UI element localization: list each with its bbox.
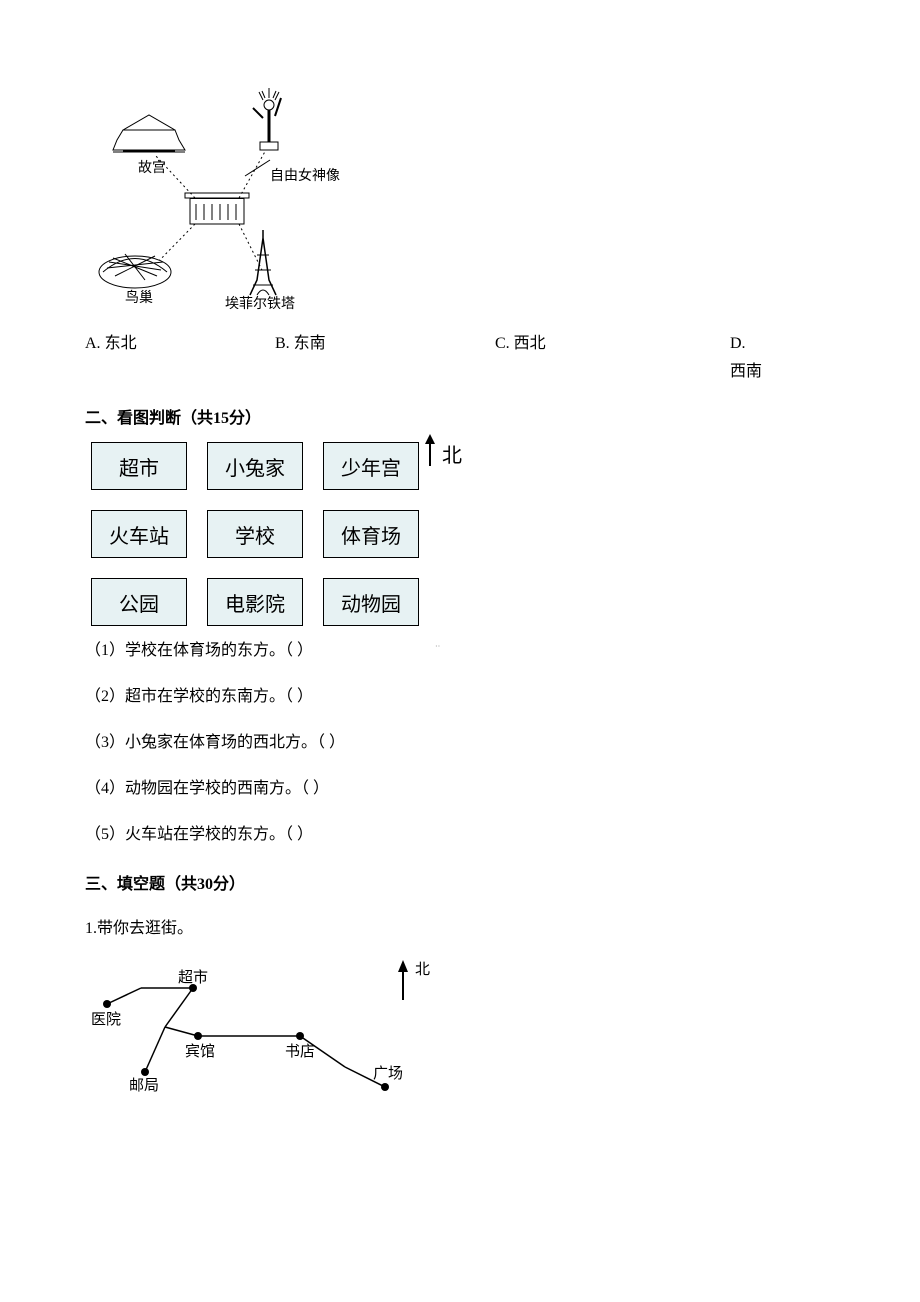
map-cell-cinema: 电影院: [207, 578, 303, 626]
map-grid: 超市 小兔家 少年宫 火车站 学校 体育场 公园 电影院 动物园: [91, 442, 835, 626]
options-row: A. 东北 B. 东南 C. 西北 D. 西南: [85, 330, 835, 386]
judge-list: （1）学校在体育场的东方。（ ） （2）超市在学校的东南方。（ ） （3）小兔家…: [85, 640, 835, 846]
node-bookstore-label: 书店: [285, 1043, 315, 1060]
option-b-letter: B.: [275, 335, 290, 352]
gugong-icon: [113, 115, 185, 152]
option-d-text: 西南: [730, 358, 762, 386]
map-cell-supermarket: 超市: [91, 442, 187, 490]
option-a-letter: A.: [85, 335, 101, 352]
option-b-text: 东南: [294, 335, 326, 352]
option-c-letter: C.: [495, 335, 510, 352]
gugong-label: 故宫: [138, 160, 166, 176]
eiffel-label: 埃菲尔铁塔: [225, 296, 295, 310]
node-hospital-label: 医院: [91, 1010, 121, 1028]
map-cell-rabbithome: 小兔家: [207, 442, 303, 490]
landmarks-diagram: 故宫 自由女神像 鸟巢: [95, 80, 835, 310]
map-cell-youthpalace: 少年宫: [323, 442, 419, 490]
eiffel-icon: [250, 230, 276, 295]
map-cell-zoo: 动物园: [323, 578, 419, 626]
birdnest-icon: [99, 254, 171, 288]
liberty-label: 自由女神像: [270, 167, 340, 184]
section2-heading: 二、看图判断（共15分）: [85, 404, 835, 428]
judge-item-1: （1）学校在体育场的东方。（ ）: [85, 640, 835, 662]
judge-item-4: （4）动物园在学校的西南方。（ ）: [85, 778, 835, 800]
option-a-text: 东北: [105, 335, 137, 352]
option-d-letter: D.: [730, 335, 746, 352]
node-post-label: 邮局: [129, 1077, 159, 1094]
liberty-icon: [253, 88, 281, 150]
north-indicator: 北: [423, 434, 462, 468]
option-c-text: 西北: [514, 335, 546, 352]
node-supermarket-label: 超市: [178, 969, 208, 986]
q1-text: 1.带你去逛街。: [85, 914, 835, 938]
street-north-label: 北: [415, 961, 430, 978]
tiny-mark: ··: [435, 642, 440, 651]
map-wrap: 北 超市 小兔家 少年宫 火车站 学校 体育场 公园 电影院 动物园 ··: [85, 442, 835, 626]
north-label: 北: [442, 445, 462, 467]
judge-item-3: （3）小兔家在体育场的西北方。（ ）: [85, 732, 835, 754]
section3-heading: 三、填空题（共30分）: [85, 870, 835, 894]
node-plaza-label: 广场: [373, 1065, 403, 1082]
map-cell-trainstation: 火车站: [91, 510, 187, 558]
option-d[interactable]: D. 西南: [730, 330, 762, 386]
map-cell-stadium: 体育场: [323, 510, 419, 558]
judge-item-2: （2）超市在学校的东南方。（ ）: [85, 686, 835, 708]
birdnest-label: 鸟巢: [125, 290, 153, 306]
judge-item-5: （5）火车站在学校的东方。（ ）: [85, 824, 835, 846]
street-diagram: 北 医院 超市 邮局 宾馆 书店 广场: [85, 952, 835, 1112]
map-cell-park: 公园: [91, 578, 187, 626]
option-a[interactable]: A. 东北: [85, 330, 275, 386]
node-hotel-label: 宾馆: [185, 1043, 215, 1060]
map-cell-school: 学校: [207, 510, 303, 558]
option-b[interactable]: B. 东南: [275, 330, 495, 386]
option-c[interactable]: C. 西北: [495, 330, 730, 386]
